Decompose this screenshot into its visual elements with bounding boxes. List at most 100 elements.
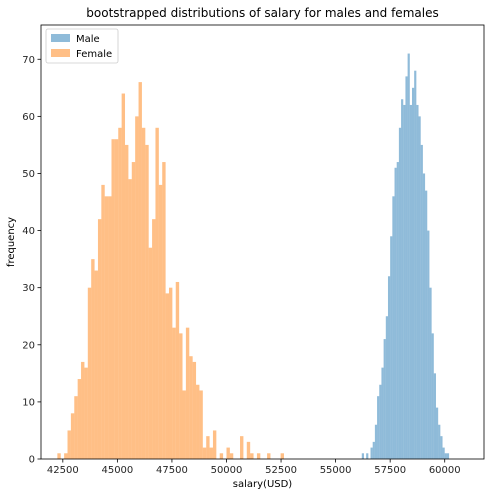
series-female [57,82,284,460]
bar-male [405,76,408,459]
bar-female [158,184,163,459]
y-tick-label: 10 [22,397,35,408]
legend-swatch-male [51,34,70,42]
bar-female [172,327,176,459]
bar-male [374,424,378,459]
bar-female [101,184,105,459]
bar-male [431,333,434,459]
y-tick-label: 70 [22,55,35,66]
bar-male [394,167,397,459]
bar-male [377,396,380,459]
y-tick-label: 50 [22,169,35,180]
bar-male [398,127,402,459]
bar-male [381,367,384,459]
bar-female [199,390,203,459]
bar-female [138,82,142,460]
bar-female [152,219,156,459]
bar-female [179,333,183,459]
bar-male [416,104,419,459]
bar-female [67,430,71,459]
chart-title: bootstrapped distributions of salary for… [86,6,438,20]
bar-male [366,453,369,459]
bar-female [94,270,98,459]
legend-swatch-female [51,49,70,57]
x-tick-label: 52500 [265,465,297,476]
bar-female [141,127,146,459]
x-tick-label: 50000 [211,465,243,476]
bar-female [64,453,68,459]
bar-female [202,447,207,459]
bar-male [427,230,430,459]
bar-male [372,441,375,459]
axes-layer: 42500 45000 47500 50000 52500 55000 57500 60000… [22,24,485,476]
bar-male [411,87,415,459]
bar-male [407,53,410,460]
y-axis-label: frequency [6,217,17,267]
bar-female [81,361,85,459]
legend-label-male: Male [76,34,100,45]
bar-female [185,327,190,459]
legend-label-female: Female [76,49,112,60]
bar-female [182,390,186,459]
bar-male [403,104,406,459]
bar-female [97,219,102,459]
bar-female [145,144,149,460]
bar-male [425,190,428,460]
x-axis-label: salary(USD) [233,479,293,490]
bar-male [444,453,447,459]
bar-male [435,407,439,459]
bar-female [135,116,139,460]
bar-female [168,287,173,459]
x-tick-label: 57500 [374,465,406,476]
bar-female [114,139,119,459]
bar-female [209,447,213,459]
bar-female [246,441,251,459]
bar-female [91,259,95,459]
bar-male [446,453,450,459]
bar-male [385,316,388,459]
bar-male [390,236,393,459]
bar-male [392,196,395,459]
bar-male [370,447,373,459]
bar-female [111,139,115,459]
bar-female [148,247,153,459]
bar-female [77,379,82,459]
bar-female [104,196,109,459]
bar-female [70,413,75,459]
bar-female [229,453,234,459]
bar-male [442,447,445,459]
x-tick-label: 42500 [47,465,79,476]
bar-male [396,162,399,460]
bar-male [418,116,421,460]
bar-female [219,453,224,459]
bar-male [433,373,436,459]
y-tick-label: 40 [22,226,35,237]
bar-male [387,276,391,459]
bar-female [256,453,261,459]
x-tick-label: 47500 [156,465,188,476]
bar-female [212,430,217,459]
x-tick-label: 45000 [101,465,133,476]
bar-male [361,453,364,459]
bar-female [280,453,284,459]
bar-male [422,173,426,459]
bar-female [155,127,159,459]
y-tick-label: 30 [22,283,35,294]
bar-female [250,453,254,459]
bar-female [189,356,193,459]
bar-female [131,162,136,460]
bar-male [440,436,443,459]
bar-female [74,396,78,459]
bar-male [420,144,423,460]
bar-female [175,281,180,459]
x-tick-label: 60000 [429,465,461,476]
bar-male [414,70,417,460]
y-tick-label: 60 [22,112,35,123]
bar-male [379,384,382,459]
bar-female [206,436,210,459]
y-tick-label: 20 [22,340,35,351]
legend: Male Female [45,28,119,64]
bar-female [108,196,112,459]
bar-female [240,436,244,459]
